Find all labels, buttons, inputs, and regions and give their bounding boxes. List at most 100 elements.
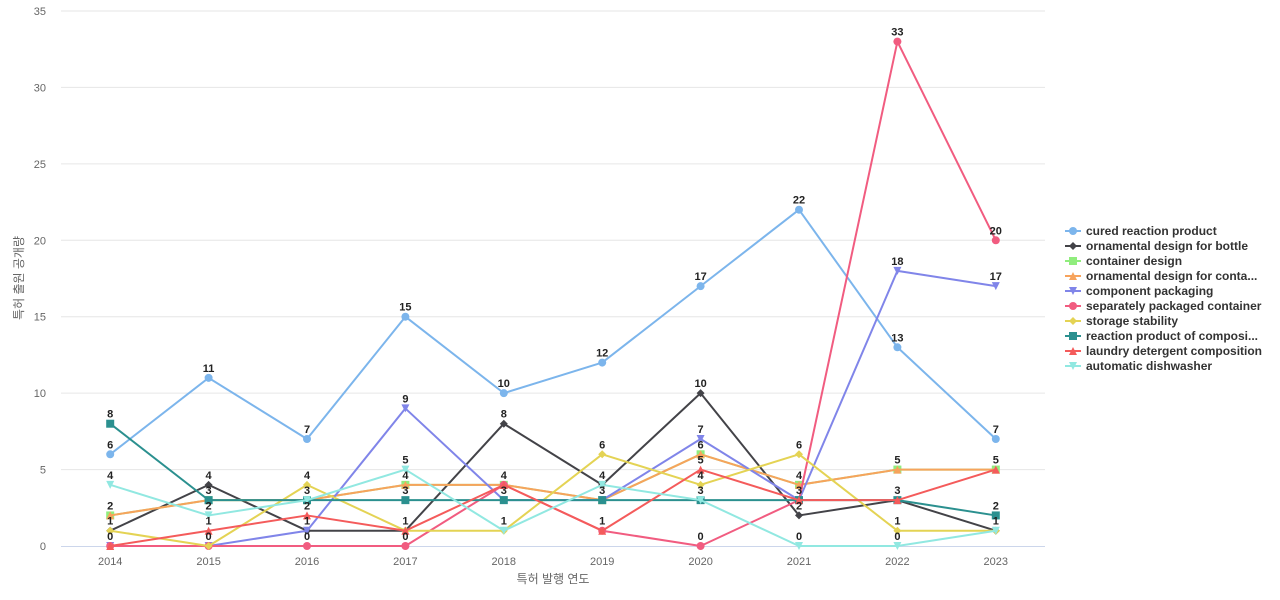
legend-item[interactable]: ornamental design for bottle <box>1065 239 1248 253</box>
legend-item[interactable]: cured reaction product <box>1065 224 1217 238</box>
data-point <box>401 542 410 550</box>
legend-item[interactable]: container design <box>1065 254 1182 268</box>
data-point <box>499 389 508 398</box>
y-tick-label: 0 <box>40 541 46 553</box>
x-tick-label: 2015 <box>196 556 220 568</box>
data-label: 4 <box>304 470 311 482</box>
data-label: 20 <box>990 225 1002 237</box>
data-label: 3 <box>304 485 310 497</box>
data-label: 3 <box>894 485 900 497</box>
data-label: 6 <box>698 439 704 451</box>
data-label: 3 <box>206 485 212 497</box>
y-tick-label: 35 <box>34 6 46 18</box>
data-point <box>991 511 1000 520</box>
legend-label: ornamental design for bottle <box>1086 239 1248 253</box>
data-label: 2 <box>206 500 212 512</box>
x-tick-label: 2021 <box>787 556 811 568</box>
legend-marker <box>1069 242 1077 250</box>
data-point <box>401 404 410 413</box>
data-label: 3 <box>402 485 408 497</box>
data-label: 3 <box>599 485 605 497</box>
legend-marker <box>1069 272 1077 280</box>
data-point <box>696 465 705 474</box>
legend-item[interactable]: ornamental design for conta... <box>1065 269 1257 283</box>
series-9 <box>106 465 1000 550</box>
data-label: 1 <box>993 516 999 528</box>
y-tick-label: 5 <box>40 465 46 477</box>
legend-item[interactable]: reaction product of composi... <box>1065 329 1258 343</box>
data-label: 1 <box>402 516 408 528</box>
data-label: 2 <box>304 500 310 512</box>
legend-item[interactable]: automatic dishwasher <box>1065 359 1212 373</box>
data-point <box>893 526 902 535</box>
data-label: 1 <box>501 516 507 528</box>
data-label: 0 <box>107 531 113 543</box>
data-point <box>598 496 607 505</box>
x-axis-ticks: 2014 2015 2016 2017 2018 2019 2020 2021 2022 2023 <box>98 556 1008 568</box>
x-axis-title: 특허 발행 연도 <box>517 571 590 586</box>
data-point <box>598 526 607 535</box>
data-label: 22 <box>793 195 805 207</box>
legend-item[interactable]: component packaging <box>1065 284 1213 298</box>
series-1 <box>106 389 1000 535</box>
data-point <box>795 496 803 505</box>
data-label: 0 <box>796 531 802 543</box>
y-tick-label: 10 <box>34 388 46 400</box>
series-line <box>110 40 997 547</box>
data-point <box>204 373 213 382</box>
data-point <box>106 419 115 428</box>
data-label: 2 <box>796 500 802 512</box>
data-label: 11 <box>203 363 215 375</box>
grid-lines <box>61 10 1045 471</box>
data-point <box>303 480 311 489</box>
data-label: 13 <box>891 332 903 344</box>
data-label: 10 <box>498 378 510 390</box>
data-label: 5 <box>402 455 408 467</box>
y-axis-title: 특허 출원 공개량 <box>12 236 26 320</box>
data-point <box>991 465 1000 474</box>
data-point <box>303 526 311 535</box>
legend-label: container design <box>1086 254 1182 268</box>
data-point <box>303 542 311 550</box>
data-label: 18 <box>891 256 903 268</box>
data-label: 1 <box>599 516 605 528</box>
data-point <box>696 435 705 443</box>
legend-label: reaction product of composi... <box>1086 329 1258 343</box>
legend-item[interactable]: separately packaged container <box>1065 299 1262 313</box>
y-tick-label: 15 <box>34 312 46 324</box>
series-line <box>109 208 997 456</box>
data-label: 7 <box>304 424 310 436</box>
data-point <box>991 236 1000 245</box>
data-point <box>991 435 1000 443</box>
series-0 <box>106 205 1000 459</box>
data-point <box>991 282 1000 291</box>
data-point <box>303 496 311 505</box>
series-line <box>109 468 996 547</box>
legend-item[interactable]: laundry detergent composition <box>1065 344 1262 358</box>
series-lines <box>106 37 1000 550</box>
data-label: 0 <box>304 531 310 543</box>
legend-marker <box>1069 302 1077 310</box>
data-point <box>893 266 902 275</box>
x-tick-label: 2019 <box>590 556 614 568</box>
data-point <box>893 343 902 352</box>
legend-marker <box>1069 332 1077 340</box>
data-label: 33 <box>891 27 903 39</box>
data-label: 4 <box>698 470 705 482</box>
data-label: 15 <box>399 302 411 314</box>
series-2 <box>106 450 1000 520</box>
data-label: 17 <box>694 271 706 283</box>
data-point <box>106 480 115 489</box>
data-label: 6 <box>107 439 113 451</box>
legend-item[interactable]: storage stability <box>1065 314 1178 328</box>
data-point <box>893 465 902 474</box>
data-point <box>303 435 311 443</box>
data-label: 7 <box>993 424 999 436</box>
legend-marker <box>1069 317 1077 325</box>
legend-label: separately packaged container <box>1086 299 1262 313</box>
legend-marker <box>1069 227 1077 235</box>
data-label: 4 <box>107 470 114 482</box>
data-label: 1 <box>206 516 212 528</box>
